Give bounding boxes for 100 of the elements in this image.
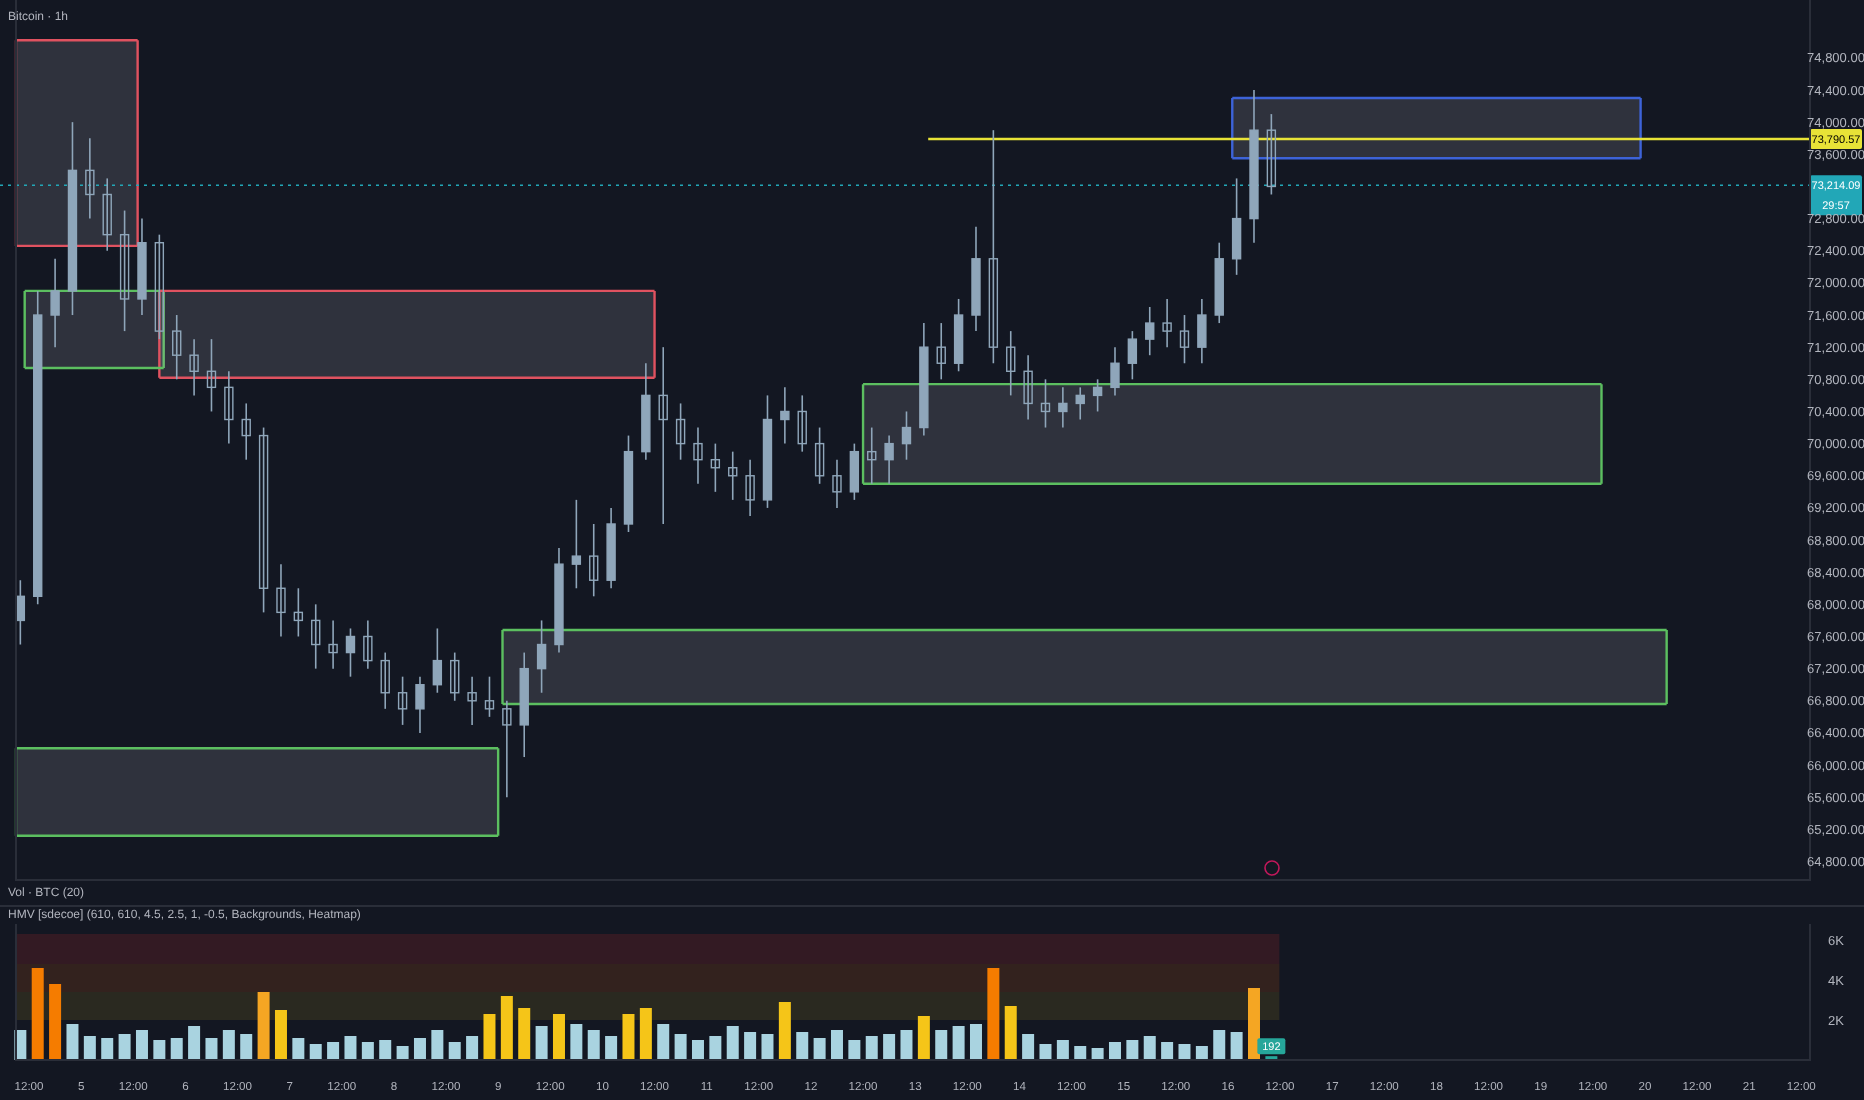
candlestick [832, 458, 842, 509]
bar [66, 1024, 79, 1060]
candlestick [172, 314, 182, 381]
candlestick [276, 563, 286, 638]
bar [778, 1002, 791, 1060]
candlestick [849, 442, 860, 501]
bar [240, 1034, 253, 1060]
bar [691, 1040, 704, 1060]
candlestick [224, 370, 234, 445]
candlestick [328, 619, 338, 670]
candlestick [901, 410, 912, 461]
bar [466, 1036, 479, 1060]
bar [657, 1024, 670, 1060]
bar [969, 1024, 982, 1060]
bar [1161, 1042, 1174, 1060]
bar [1004, 1006, 1017, 1060]
candlestick [206, 338, 217, 413]
candlestick [745, 458, 755, 517]
bar [222, 1030, 235, 1060]
bar [153, 1040, 166, 1060]
bar [935, 1030, 948, 1060]
bar [605, 1036, 618, 1060]
bar [257, 992, 270, 1060]
candlestick [1058, 386, 1068, 429]
bar [622, 1014, 635, 1060]
bar [587, 1030, 600, 1060]
candlestick [814, 426, 825, 485]
bar [448, 1042, 461, 1060]
candlestick [536, 619, 547, 694]
candlestick [571, 499, 582, 590]
bar [744, 1032, 757, 1060]
bar [1056, 1040, 1069, 1060]
bar [344, 1036, 357, 1060]
candlestick [1179, 314, 1190, 365]
bar [1213, 1030, 1226, 1060]
bar [813, 1038, 826, 1060]
candlestick [1197, 298, 1207, 365]
bar [726, 1026, 739, 1060]
bar [1039, 1044, 1052, 1060]
bar [518, 1008, 531, 1060]
candlestick [1040, 378, 1051, 429]
candlestick [102, 177, 112, 252]
candlestick [988, 129, 999, 365]
candlestick [936, 322, 946, 381]
candlestick [484, 675, 495, 718]
bar [830, 1030, 843, 1060]
bar [1091, 1048, 1104, 1060]
candlestick [380, 651, 390, 710]
bar [535, 1026, 548, 1060]
candlestick [258, 426, 269, 614]
bar [1247, 988, 1260, 1060]
candlestick [1110, 346, 1120, 397]
bar [917, 1016, 930, 1060]
bar [135, 1030, 148, 1060]
bar [1178, 1044, 1191, 1060]
candlestick [363, 619, 373, 670]
bar [274, 1010, 287, 1060]
candlestick [241, 402, 251, 461]
candlestick [884, 434, 894, 485]
candlestick [450, 651, 460, 702]
bar [118, 1034, 131, 1060]
bar [101, 1038, 114, 1060]
candlestick [154, 233, 165, 340]
bar [552, 1014, 565, 1060]
bar [431, 1030, 444, 1060]
bar [500, 996, 513, 1060]
bar [170, 1038, 183, 1060]
candlestick [1231, 177, 1242, 276]
bar [952, 1026, 965, 1060]
candlestick [1023, 354, 1033, 421]
bar [379, 1040, 392, 1060]
bar [796, 1032, 809, 1060]
bar [674, 1034, 687, 1060]
candlestick [797, 394, 807, 453]
candlestick [467, 675, 477, 726]
candlestick [780, 386, 790, 445]
bar [1195, 1046, 1208, 1060]
candlestick [189, 338, 199, 397]
bar [1230, 1032, 1243, 1060]
candlestick [1075, 386, 1085, 421]
candlestick [1127, 330, 1138, 381]
bar [483, 1014, 496, 1060]
candlestick [1092, 378, 1103, 413]
candlestick [311, 603, 321, 670]
bar [639, 1008, 652, 1060]
candlestick [589, 523, 599, 598]
bar [309, 1044, 322, 1060]
bar [83, 1036, 96, 1060]
bar [188, 1026, 201, 1060]
bar [327, 1042, 340, 1060]
bar [205, 1038, 218, 1060]
bar [1108, 1042, 1121, 1060]
bar [1126, 1040, 1139, 1060]
bar [987, 968, 1000, 1060]
bar [361, 1042, 374, 1060]
bar [883, 1034, 896, 1060]
candlestick [710, 442, 721, 493]
bar [761, 1034, 774, 1060]
candlestick [1266, 113, 1277, 196]
candlestick [119, 209, 130, 332]
